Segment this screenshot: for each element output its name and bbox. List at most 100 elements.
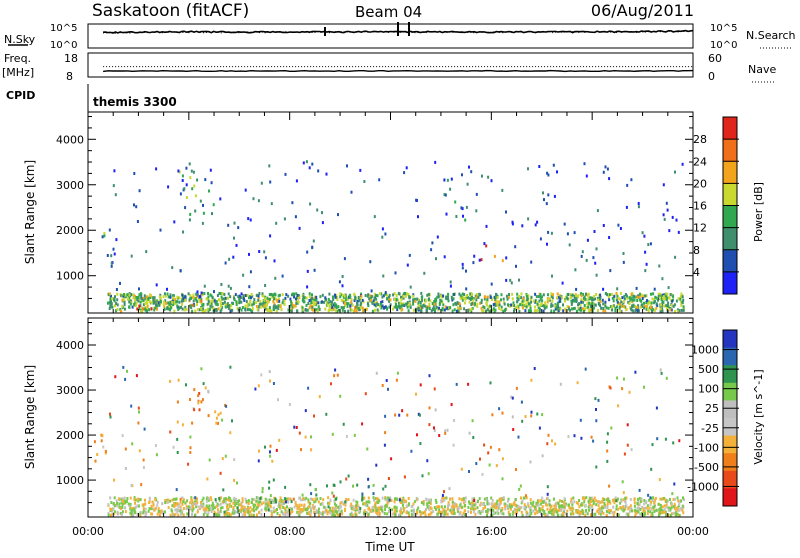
data-cell — [187, 292, 190, 296]
data-cell — [513, 304, 516, 308]
data-cell — [543, 304, 546, 308]
data-cell — [499, 500, 502, 504]
data-cell — [240, 504, 243, 508]
data-cell — [331, 300, 334, 304]
data-cell — [516, 304, 519, 308]
data-cell — [645, 500, 648, 504]
data-cell — [626, 296, 629, 300]
data-cell — [273, 259, 276, 263]
data-cell — [587, 499, 590, 503]
power-colorbar-tick-label: 24 — [693, 155, 707, 168]
data-cell — [580, 436, 583, 440]
data-cell — [463, 509, 466, 513]
data-cell — [375, 293, 378, 297]
data-cell — [295, 297, 297, 301]
data-cell — [150, 505, 153, 509]
data-cell — [556, 304, 559, 307]
data-cell — [676, 512, 679, 516]
data-cell — [194, 194, 197, 198]
data-cell — [189, 435, 192, 439]
data-cell — [94, 459, 97, 463]
data-cell — [345, 435, 348, 438]
data-cell — [516, 300, 519, 304]
data-cell — [646, 512, 649, 516]
data-cell — [471, 497, 474, 501]
data-cell — [580, 294, 583, 298]
data-cell — [392, 307, 395, 311]
data-cell — [282, 506, 285, 509]
data-cell — [397, 292, 400, 295]
data-cell — [350, 302, 353, 306]
data-cell — [382, 306, 385, 310]
data-cell — [142, 458, 145, 462]
data-cell — [343, 309, 346, 313]
data-cell — [159, 298, 162, 302]
data-cell — [120, 310, 122, 313]
data-cell — [644, 250, 647, 254]
data-cell — [588, 508, 591, 512]
data-cell — [279, 496, 282, 500]
data-cell — [539, 237, 542, 241]
data-cell — [251, 309, 254, 313]
data-cell — [527, 167, 529, 171]
data-cell — [643, 385, 645, 389]
data-cell — [224, 296, 227, 300]
data-cell — [613, 501, 616, 505]
data-cell — [296, 510, 299, 514]
data-cell — [457, 309, 460, 313]
data-cell — [638, 298, 641, 302]
data-cell — [152, 298, 155, 302]
data-cell — [540, 499, 543, 503]
data-cell — [361, 422, 364, 426]
data-cell — [203, 310, 206, 313]
data-cell — [189, 294, 192, 297]
data-cell — [530, 300, 533, 304]
data-cell — [401, 511, 404, 515]
data-cell — [593, 230, 596, 233]
data-cell — [121, 434, 124, 438]
data-cell — [210, 498, 213, 502]
data-cell — [313, 510, 316, 514]
data-cell — [290, 500, 293, 504]
data-cell — [246, 293, 249, 297]
data-cell — [369, 508, 372, 512]
data-cell — [537, 295, 540, 299]
data-cell — [550, 512, 553, 516]
data-cell — [228, 496, 230, 500]
data-cell — [373, 303, 376, 307]
data-cell — [568, 243, 571, 247]
data-cell — [403, 507, 406, 511]
data-cell — [396, 308, 399, 312]
data-cell — [590, 296, 593, 300]
data-cell — [256, 506, 259, 510]
data-cell — [583, 497, 586, 501]
data-cell — [450, 510, 453, 514]
data-cell — [189, 446, 192, 450]
data-cell — [181, 509, 184, 513]
data-cell — [443, 255, 446, 259]
data-cell — [538, 506, 541, 510]
data-cell — [108, 228, 111, 232]
data-cell — [628, 390, 631, 394]
data-cell — [545, 514, 548, 517]
data-cell — [315, 511, 317, 514]
data-cell — [186, 512, 189, 516]
data-cell — [202, 496, 205, 500]
data-cell — [163, 305, 166, 309]
data-cell — [221, 506, 224, 510]
data-cell — [249, 506, 252, 510]
data-cell — [344, 295, 347, 299]
data-cell — [278, 293, 281, 297]
data-cell — [641, 304, 644, 308]
data-cell — [202, 382, 205, 386]
data-cell — [212, 503, 215, 507]
data-cell — [557, 501, 560, 505]
data-cell — [624, 501, 627, 505]
data-cell — [151, 500, 154, 504]
data-cell — [136, 220, 139, 223]
data-cell — [523, 299, 526, 303]
data-cell — [619, 501, 622, 505]
data-cell — [473, 254, 476, 258]
data-cell — [304, 508, 307, 512]
data-cell — [373, 498, 376, 502]
